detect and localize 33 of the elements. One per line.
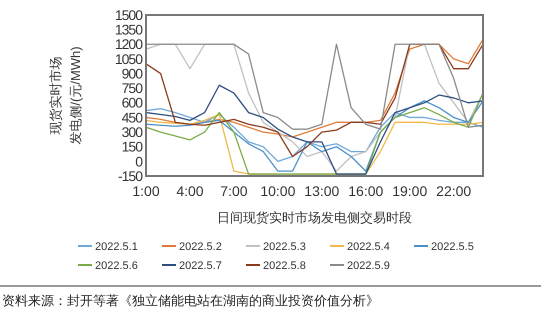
x-axis-title: 日间现货实时市场发电侧交易时段 xyxy=(217,210,412,225)
text: 资料来源：封开等著《独立储能电站在湖南的商业投资价值分析》 xyxy=(2,293,379,309)
legend-label: 2022.5.6 xyxy=(95,260,138,272)
y-tick-label: 1200 xyxy=(114,36,144,52)
y-tick-label: 1350 xyxy=(114,22,144,38)
x-tick-label: 4:00 xyxy=(176,183,204,199)
y-axis-title: 现货实时市场发电侧/(元/MWh) xyxy=(48,46,83,145)
x-tick-label: 13:00 xyxy=(304,183,340,199)
y-tick-label: 750 xyxy=(122,80,144,96)
legend-label: 2022.5.1 xyxy=(95,240,138,253)
x-tick-label: 10:00 xyxy=(260,183,296,199)
x-tick-label: 1:00 xyxy=(132,183,160,199)
legend-label: 2022.5.3 xyxy=(263,240,306,253)
y-tick-label: 300 xyxy=(122,124,144,140)
legend-label: 2022.5.7 xyxy=(179,260,222,272)
x-tick-label: 19:00 xyxy=(392,183,428,199)
y-tick-label: 1500 xyxy=(114,6,144,23)
y-tick-label: 450 xyxy=(122,109,144,126)
x-tick-label: 7:00 xyxy=(220,183,248,199)
legend-label: 2022.5.4 xyxy=(347,240,390,253)
line-series xyxy=(145,108,484,162)
legend-label: 2022.5.2 xyxy=(179,240,222,253)
y-tick-label: 1050 xyxy=(114,50,144,67)
x-tick-label: 22:00 xyxy=(436,183,472,199)
y-tick-label: 600 xyxy=(122,94,144,111)
legend-label: 2022.5.5 xyxy=(431,240,474,253)
legend-label: 2022.5.8 xyxy=(263,260,306,272)
y-tick-label: 150 xyxy=(122,138,144,155)
legend-label: 2022.5.9 xyxy=(347,260,390,272)
y-tick-label: 900 xyxy=(122,65,144,82)
y-tick-label: -150 xyxy=(118,168,144,184)
y-tick-label: 0 xyxy=(135,153,144,170)
x-tick-label: 16:00 xyxy=(348,183,384,199)
